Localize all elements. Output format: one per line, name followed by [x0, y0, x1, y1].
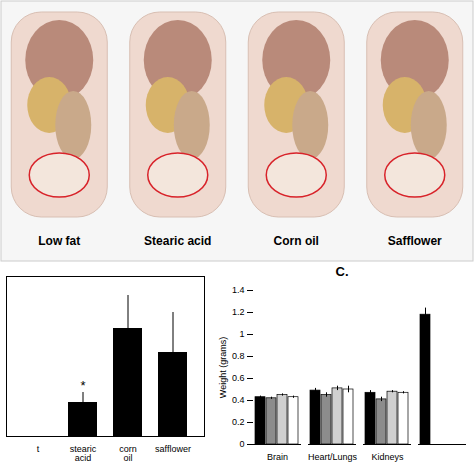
svg-text:Kidneys: Kidneys	[371, 452, 404, 462]
svg-text:stearicacid: stearicacid	[70, 444, 97, 463]
svg-text:1.2: 1.2	[232, 307, 245, 317]
svg-text:0: 0	[239, 439, 244, 449]
html-text:C.: C.	[335, 264, 349, 279]
svg-text:0.6: 0.6	[232, 373, 245, 383]
svg-text:0.8: 0.8	[232, 351, 245, 361]
svg-text:Safflower: Safflower	[388, 234, 442, 248]
svg-text:Corn oil: Corn oil	[274, 234, 319, 248]
svg-text:0.2: 0.2	[232, 417, 245, 427]
svg-text:Stearic acid: Stearic acid	[144, 234, 211, 248]
svg-text:1: 1	[239, 329, 244, 339]
svg-text:cornoil: cornoil	[119, 444, 137, 463]
svg-text:Brain: Brain	[267, 452, 288, 462]
svg-text:t: t	[37, 444, 40, 454]
svg-text:safflower: safflower	[155, 444, 191, 454]
svg-text:0.4: 0.4	[232, 395, 245, 405]
svg-text:Weight (grams): Weight (grams)	[218, 337, 228, 398]
svg-text:Low fat: Low fat	[38, 234, 80, 248]
svg-text:Heart/Lungs: Heart/Lungs	[308, 452, 358, 462]
svg-text:*: *	[80, 378, 85, 393]
svg-text:1.4: 1.4	[232, 285, 245, 295]
